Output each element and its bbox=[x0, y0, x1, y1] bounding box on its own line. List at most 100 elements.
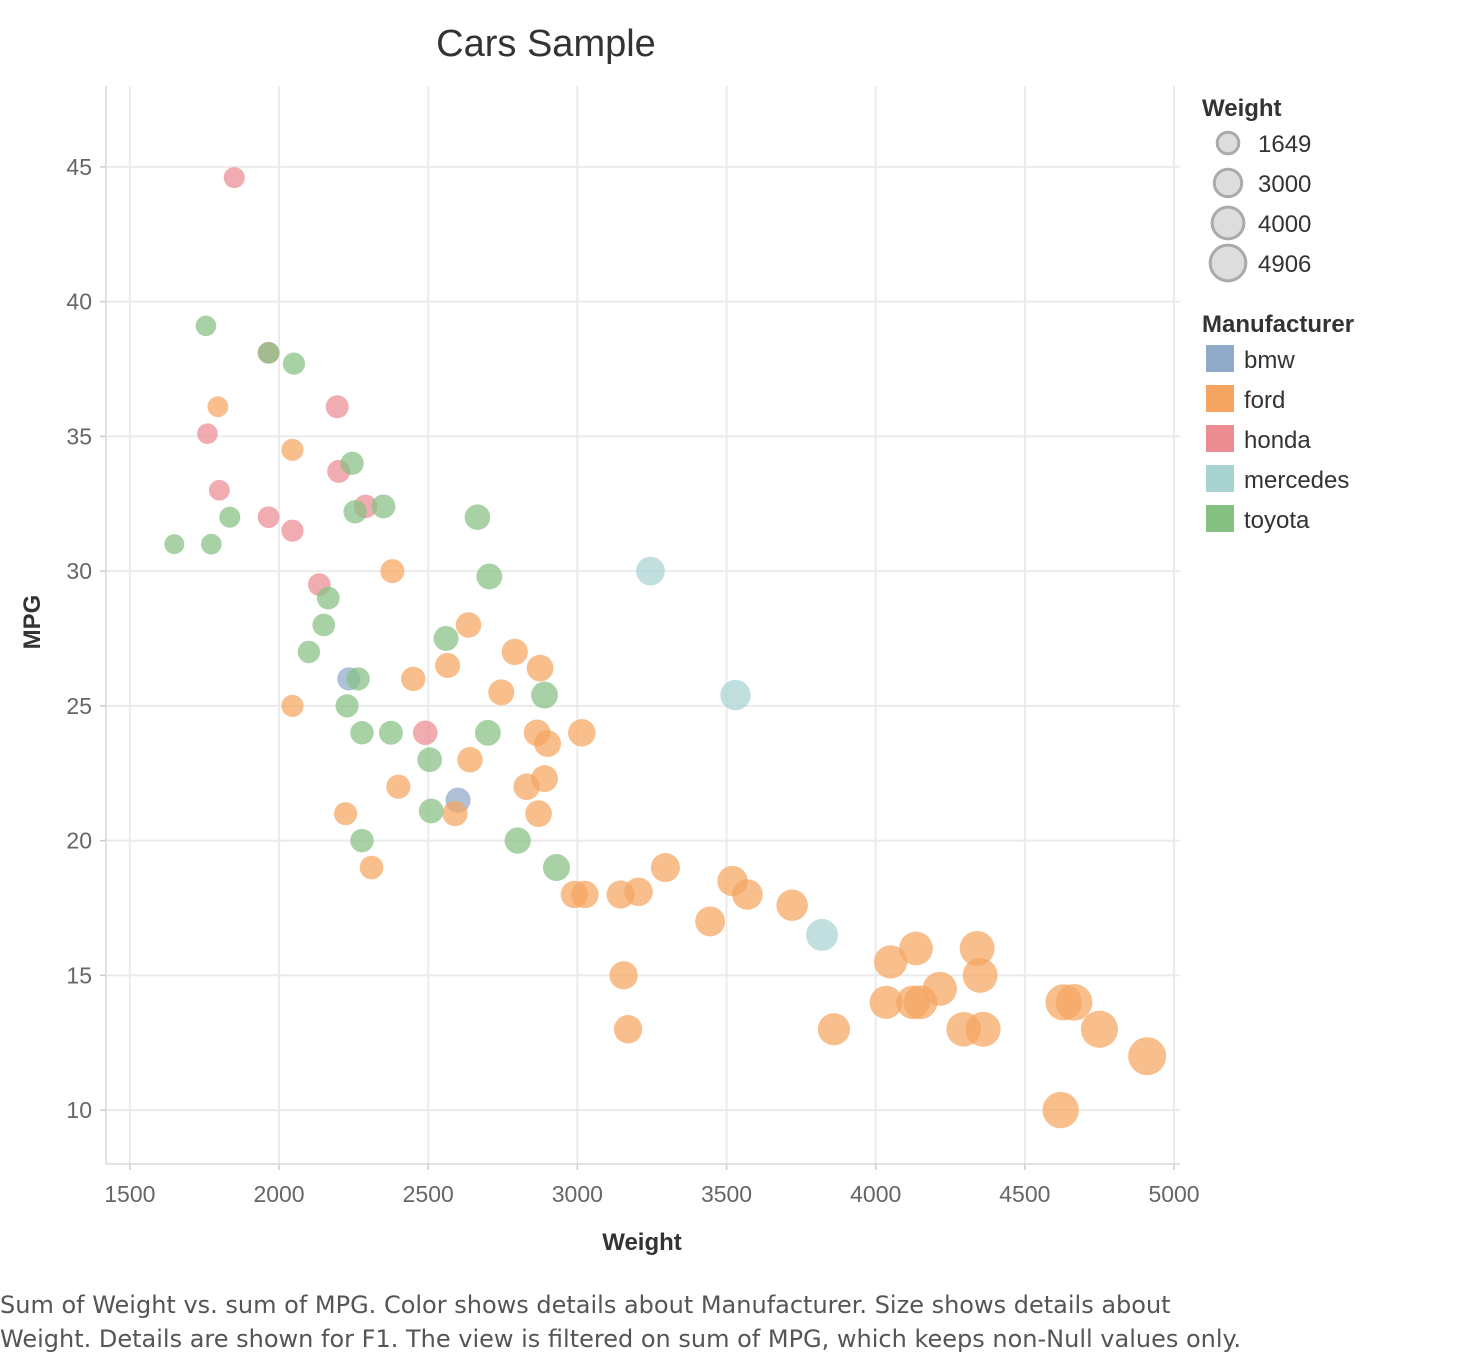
legend-swatch-toyota bbox=[1206, 505, 1234, 532]
data-point-ford bbox=[922, 971, 957, 1006]
data-point-toyota bbox=[335, 694, 359, 718]
legend-swatch-mercedes bbox=[1206, 465, 1234, 492]
y-tick-label: 15 bbox=[66, 962, 92, 988]
data-point-ford bbox=[776, 889, 808, 922]
data-point-ford bbox=[401, 666, 426, 692]
size-legend: 1649 3000 4000 4906 bbox=[1208, 130, 1311, 283]
data-points bbox=[164, 167, 1167, 1129]
data-point-toyota bbox=[346, 667, 370, 691]
legend-swatch-ford bbox=[1206, 385, 1234, 412]
data-point-ford bbox=[435, 652, 461, 678]
caption-line-1: Sum of Weight vs. sum of MPG. Color show… bbox=[0, 1291, 1171, 1319]
data-point-ford bbox=[207, 396, 229, 418]
data-point-ford bbox=[624, 877, 653, 907]
data-point-toyota bbox=[282, 352, 306, 375]
data-point-honda bbox=[281, 519, 304, 542]
legend: Weight 1649 3000 4000 4906 Manufacturer bmw… bbox=[1202, 95, 1354, 534]
legend-label-ford: ford bbox=[1244, 387, 1285, 414]
data-point-ford bbox=[869, 985, 903, 1019]
data-point-ford bbox=[457, 747, 483, 773]
caption-line-2: Weight. Details are shown for F1. The vi… bbox=[0, 1325, 1241, 1353]
data-point-toyota bbox=[418, 798, 444, 824]
legend-label-bmw: bmw bbox=[1244, 347, 1295, 374]
x-tick-label: 2000 bbox=[253, 1181, 304, 1207]
data-point-toyota bbox=[200, 533, 222, 555]
y-tick-label: 35 bbox=[66, 423, 92, 449]
data-point-ford bbox=[455, 612, 482, 638]
size-legend-circle bbox=[1215, 130, 1241, 156]
size-legend-circle bbox=[1212, 167, 1244, 199]
data-point-ford bbox=[1055, 983, 1093, 1021]
data-point-ford bbox=[526, 654, 554, 682]
size-legend-label: 1649 bbox=[1258, 131, 1311, 158]
data-point-toyota bbox=[464, 504, 491, 531]
y-tick-label: 25 bbox=[66, 693, 92, 719]
data-point-toyota bbox=[195, 315, 217, 337]
data-point-toyota bbox=[350, 828, 374, 853]
data-point-ford bbox=[1080, 1010, 1119, 1048]
data-point-ford bbox=[534, 730, 561, 758]
size-legend-label: 4906 bbox=[1258, 251, 1311, 278]
size-legend-circle bbox=[1210, 205, 1246, 241]
data-point-ford bbox=[1042, 1091, 1079, 1129]
data-point-ford bbox=[899, 931, 933, 966]
data-point-ford bbox=[386, 774, 411, 799]
size-legend-label: 3000 bbox=[1258, 171, 1311, 198]
x-axis-label: Weight bbox=[602, 1229, 682, 1256]
color-legend-title: Manufacturer bbox=[1202, 311, 1354, 338]
data-point-ford bbox=[873, 945, 908, 979]
data-point-honda bbox=[223, 167, 245, 189]
data-point-ford bbox=[442, 801, 468, 827]
data-point-toyota bbox=[476, 563, 503, 590]
data-point-toyota bbox=[531, 681, 558, 709]
y-tick-label: 10 bbox=[66, 1097, 92, 1123]
legend-swatch-bmw bbox=[1206, 345, 1234, 372]
data-point-toyota bbox=[371, 494, 396, 519]
data-point-toyota bbox=[433, 625, 459, 651]
data-point-toyota bbox=[343, 500, 367, 524]
data-point-honda bbox=[208, 479, 230, 501]
data-point-toyota bbox=[542, 854, 571, 882]
data-point-ford bbox=[732, 879, 763, 910]
x-tick-label: 5000 bbox=[1148, 1181, 1199, 1207]
data-point-toyota bbox=[316, 586, 340, 610]
legend-label-mercedes: mercedes bbox=[1244, 467, 1349, 494]
color-legend: bmw ford honda mercedes toyota bbox=[1206, 345, 1349, 534]
data-point-ford bbox=[571, 880, 599, 909]
chart-caption: Sum of Weight vs. sum of MPG. Color show… bbox=[0, 1288, 1400, 1356]
y-tick-label: 30 bbox=[66, 558, 92, 584]
data-point-ford bbox=[965, 1011, 1001, 1047]
data-point-ford bbox=[650, 853, 680, 883]
data-point-ford bbox=[695, 906, 726, 937]
y-tick-label: 20 bbox=[66, 828, 92, 854]
y-axis-label: MPG bbox=[19, 595, 46, 650]
y-tick-label: 40 bbox=[66, 289, 92, 315]
x-tick-label: 4000 bbox=[850, 1181, 901, 1207]
data-point-ford bbox=[817, 1013, 851, 1046]
data-point-ford bbox=[525, 800, 552, 828]
data-point-ford bbox=[962, 957, 998, 993]
grid-lines bbox=[106, 86, 1180, 1164]
data-point-toyota bbox=[350, 721, 374, 745]
axes: 1500 2000 2500 3000 3500 4000 4500 5000 10 15 20 25… bbox=[66, 86, 1200, 1207]
data-point-ford bbox=[380, 559, 405, 584]
data-point-ford bbox=[568, 719, 596, 747]
x-tick-label: 2500 bbox=[403, 1181, 454, 1207]
data-point-toyota bbox=[340, 451, 364, 475]
data-point-ford bbox=[609, 961, 638, 990]
data-point-ford bbox=[531, 765, 558, 793]
data-point-ford bbox=[959, 930, 995, 966]
data-point-toyota bbox=[297, 640, 321, 664]
data-point-ford bbox=[281, 694, 304, 717]
chart-title: Cars Sample bbox=[436, 23, 656, 65]
data-point-toyota bbox=[164, 534, 185, 555]
data-point-honda bbox=[197, 423, 218, 444]
data-point-ford bbox=[333, 802, 358, 826]
legend-label-honda: honda bbox=[1244, 427, 1311, 454]
data-point-ford bbox=[488, 679, 515, 706]
data-point-toyota bbox=[219, 506, 241, 528]
x-tick-label: 1500 bbox=[104, 1181, 155, 1207]
data-point-ford bbox=[613, 1015, 643, 1044]
x-tick-label: 3500 bbox=[701, 1181, 752, 1207]
